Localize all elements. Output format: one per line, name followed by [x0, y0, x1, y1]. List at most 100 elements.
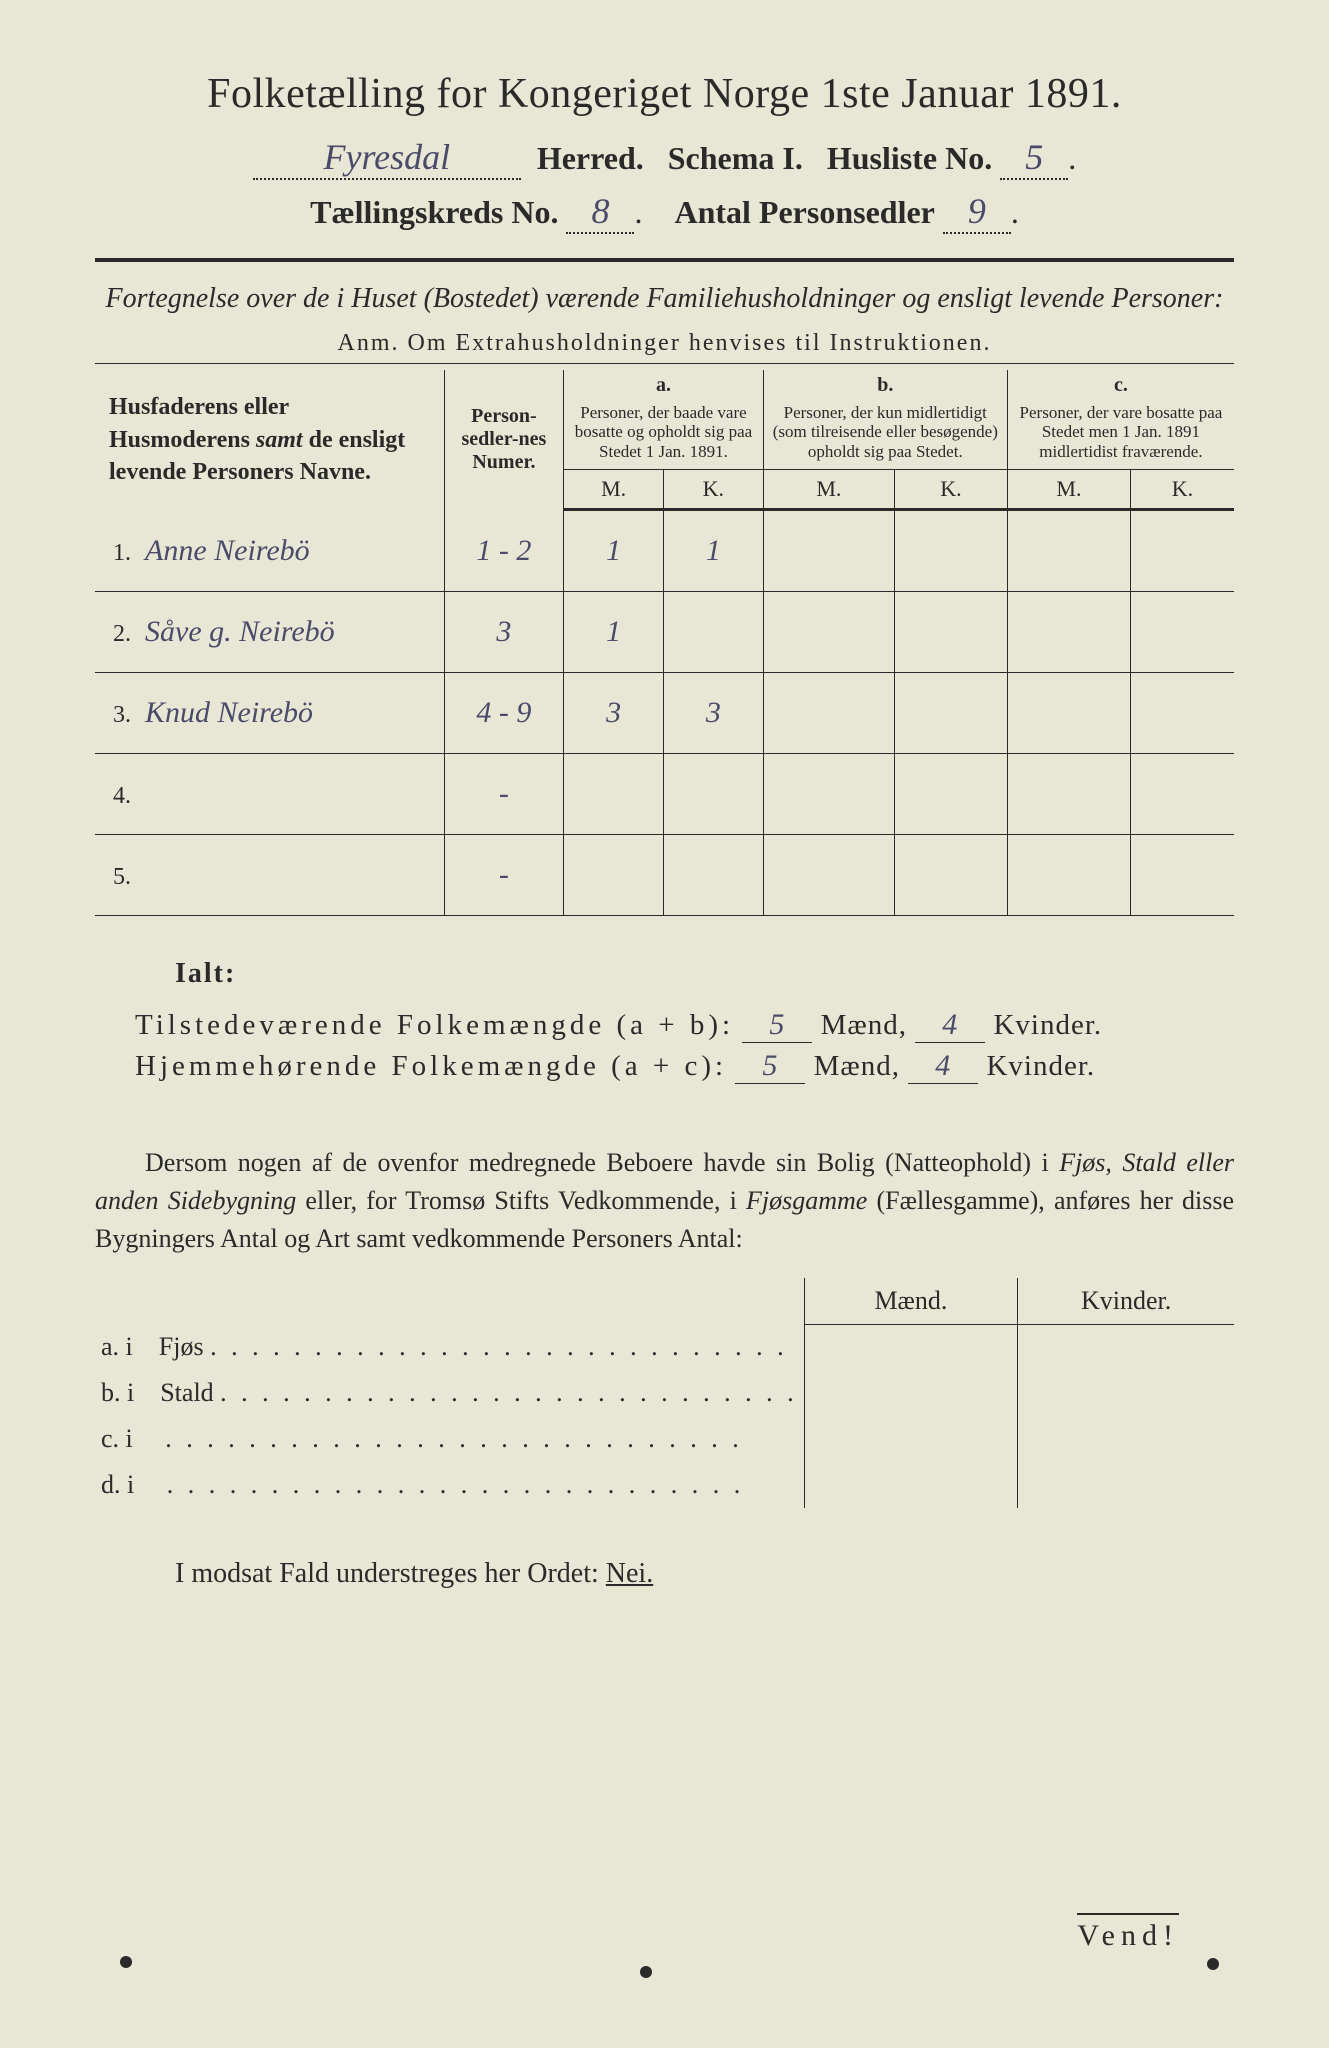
side-row-label: a. i Fjøs . . . . . . . . . . . . . . . …: [95, 1324, 804, 1370]
vend-label: Vend!: [1077, 1913, 1179, 1953]
table-row: 3.Knud Neirebö4 - 933: [95, 673, 1234, 754]
row-b-k: [895, 510, 1008, 592]
row-c-m: [1007, 673, 1130, 754]
row-c-m: [1007, 510, 1130, 592]
row-name: 5.: [95, 835, 444, 916]
row-c-k: [1131, 754, 1235, 835]
row-numer: 1 - 2: [444, 510, 564, 592]
row-name: 3.Knud Neirebö: [95, 673, 444, 754]
row-c-k: [1131, 510, 1235, 592]
totals-line-1: Tilstedeværende Folkemængde (a + b): 5 M…: [135, 1008, 1234, 1043]
kreds-label: Tællingskreds No.: [310, 194, 558, 230]
col-name-header: Husfaderens eller Husmoderens samt de en…: [95, 370, 444, 510]
punch-hole-icon: [1207, 1958, 1219, 1970]
col-a-desc: Personer, der baade vare bosatte og opho…: [564, 401, 763, 470]
row-b-m: [763, 592, 894, 673]
col-b-letter: b.: [763, 370, 1007, 401]
row-name: 1.Anne Neirebö: [95, 510, 444, 592]
col-a-k: K.: [663, 470, 763, 510]
divider-icon: [95, 363, 1234, 364]
row-a-m: 1: [564, 510, 664, 592]
table-row: 4.-: [95, 754, 1234, 835]
table-row: 5.-: [95, 835, 1234, 916]
row-a-k: 1: [663, 510, 763, 592]
side-row-label: d. i . . . . . . . . . . . . . . . . . .…: [95, 1462, 804, 1508]
census-form-page: Folketælling for Kongeriget Norge 1ste J…: [0, 0, 1329, 2048]
side-col-k: Kvinder.: [1018, 1278, 1234, 1325]
side-row-k: [1018, 1324, 1234, 1370]
table-row: 2.Såve g. Neirebö31: [95, 592, 1234, 673]
sidebuilding-table: Mænd. Kvinder. a. i Fjøs . . . . . . . .…: [95, 1278, 1234, 1509]
row-c-m: [1007, 754, 1130, 835]
subtitle: Fortegnelse over de i Huset (Bostedet) v…: [95, 280, 1234, 318]
row-c-k: [1131, 835, 1235, 916]
schema-label: Schema I.: [668, 140, 803, 176]
col-b-desc: Personer, der kun midlertidigt (som tilr…: [763, 401, 1007, 470]
side-row-label: c. i . . . . . . . . . . . . . . . . . .…: [95, 1416, 804, 1462]
row-a-k: [663, 592, 763, 673]
side-row-k: [1018, 1462, 1234, 1508]
side-row-k: [1018, 1370, 1234, 1416]
side-row-m: [804, 1416, 1018, 1462]
total-ac-k: 4: [908, 1049, 978, 1084]
household-table: Husfaderens eller Husmoderens samt de en…: [95, 370, 1234, 917]
nei-line: I modsat Fald understreges her Ordet: Ne…: [175, 1558, 1234, 1590]
row-a-m: [564, 754, 664, 835]
husliste-value: 5: [1000, 136, 1068, 180]
sidebuilding-paragraph: Dersom nogen af de ovenfor medregnede Be…: [95, 1144, 1234, 1257]
row-b-k: [895, 592, 1008, 673]
row-a-m: [564, 835, 664, 916]
header-line-1: Fyresdal Herred. Schema I. Husliste No. …: [95, 136, 1234, 180]
col-a-letter: a.: [564, 370, 763, 401]
row-b-k: [895, 835, 1008, 916]
personsedler-value: 9: [943, 190, 1011, 234]
row-a-m: 1: [564, 592, 664, 673]
herred-label: Herred.: [537, 140, 644, 176]
punch-hole-icon: [640, 1966, 652, 1978]
totals-line-2: Hjemmehørende Folkemængde (a + c): 5 Mæn…: [135, 1049, 1234, 1084]
col-c-letter: c.: [1007, 370, 1234, 401]
total-ac-m: 5: [735, 1049, 805, 1084]
side-row-m: [804, 1462, 1018, 1508]
side-col-m: Mænd.: [804, 1278, 1018, 1325]
ialt-label: Ialt:: [175, 958, 1234, 990]
side-row: c. i . . . . . . . . . . . . . . . . . .…: [95, 1416, 1234, 1462]
row-numer: 4 - 9: [444, 673, 564, 754]
nei-word: Nei.: [606, 1558, 653, 1589]
row-c-k: [1131, 592, 1235, 673]
row-numer: 3: [444, 592, 564, 673]
col-c-k: K.: [1131, 470, 1235, 510]
side-row-k: [1018, 1416, 1234, 1462]
side-row-m: [804, 1324, 1018, 1370]
row-c-k: [1131, 673, 1235, 754]
col-c-desc: Personer, der vare bosatte paa Stedet me…: [1007, 401, 1234, 470]
side-row: d. i . . . . . . . . . . . . . . . . . .…: [95, 1462, 1234, 1508]
col-c-m: M.: [1007, 470, 1130, 510]
personsedler-label: Antal Personsedler: [674, 194, 934, 230]
row-a-k: 3: [663, 673, 763, 754]
row-b-k: [895, 673, 1008, 754]
row-b-m: [763, 510, 894, 592]
total-ab-k: 4: [915, 1008, 985, 1043]
row-name: 2.Såve g. Neirebö: [95, 592, 444, 673]
row-b-m: [763, 835, 894, 916]
row-numer: -: [444, 754, 564, 835]
anm-note: Anm. Om Extrahusholdninger henvises til …: [95, 330, 1234, 357]
row-b-k: [895, 754, 1008, 835]
row-a-k: [663, 754, 763, 835]
page-title: Folketælling for Kongeriget Norge 1ste J…: [95, 70, 1234, 118]
row-b-m: [763, 673, 894, 754]
col-numer-header: Person-sedler-nes Numer.: [444, 370, 564, 510]
row-name: 4.: [95, 754, 444, 835]
col-b-m: M.: [763, 470, 894, 510]
row-c-m: [1007, 592, 1130, 673]
table-row: 1.Anne Neirebö1 - 211: [95, 510, 1234, 592]
row-a-m: 3: [564, 673, 664, 754]
kreds-value: 8: [566, 190, 634, 234]
husliste-label: Husliste No.: [827, 140, 992, 176]
side-row-label: b. i Stald . . . . . . . . . . . . . . .…: [95, 1370, 804, 1416]
divider-icon: [95, 258, 1234, 262]
side-row: b. i Stald . . . . . . . . . . . . . . .…: [95, 1370, 1234, 1416]
side-row: a. i Fjøs . . . . . . . . . . . . . . . …: [95, 1324, 1234, 1370]
col-b-k: K.: [895, 470, 1008, 510]
